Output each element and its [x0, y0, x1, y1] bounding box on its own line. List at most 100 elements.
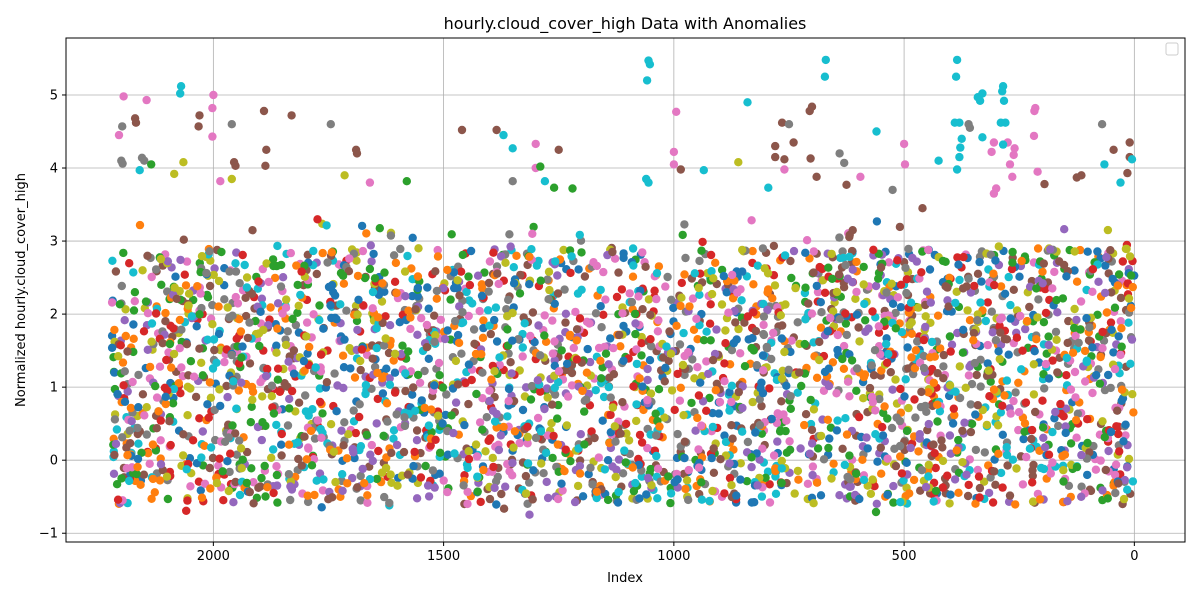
scatter-point [248, 395, 257, 404]
scatter-point [494, 445, 504, 455]
scatter-point [975, 257, 984, 267]
scatter-point [272, 261, 281, 271]
scatter-point [767, 414, 776, 424]
scatter-point [975, 493, 984, 502]
scatter-point [643, 375, 652, 385]
scatter-point [1011, 388, 1020, 397]
scatter-point [959, 325, 968, 334]
y-tick-label: −1 [39, 527, 58, 542]
anomaly-point [835, 149, 844, 158]
chart-title: hourly.cloud_cover_high Data with Anomal… [444, 14, 807, 34]
scatter-point [306, 426, 316, 436]
anomaly-point [114, 130, 124, 140]
scatter-point [261, 371, 271, 381]
scatter-point [1106, 427, 1116, 437]
scatter-point [1044, 450, 1054, 459]
scatter-point [358, 464, 367, 474]
scatter-point [630, 309, 640, 319]
scatter-point [126, 439, 135, 448]
anomaly-point [989, 138, 999, 147]
scatter-point [628, 244, 638, 253]
anomaly-point [644, 178, 653, 187]
scatter-point [336, 300, 345, 309]
scatter-point [1071, 416, 1081, 425]
scatter-point [259, 325, 268, 335]
scatter-point [889, 481, 898, 491]
scatter-point [839, 364, 849, 373]
scatter-point [591, 386, 600, 395]
scatter-point [304, 444, 313, 453]
scatter-point [170, 283, 179, 292]
scatter-point [917, 466, 927, 475]
scatter-point [332, 315, 341, 324]
scatter-point [553, 494, 563, 504]
scatter-point [740, 318, 749, 327]
scatter-point [505, 230, 514, 239]
scatter-point [171, 272, 180, 281]
scatter-point [1002, 443, 1011, 452]
scatter-point [695, 256, 704, 266]
scatter-point [311, 363, 320, 372]
scatter-point [780, 251, 790, 260]
scatter-point [675, 396, 685, 405]
scatter-point [356, 356, 365, 366]
scatter-point [1006, 314, 1015, 323]
scatter-point [294, 454, 303, 464]
scatter-point [1106, 383, 1115, 393]
scatter-point [725, 388, 734, 397]
scatter-point [240, 260, 249, 270]
scatter-point [424, 421, 434, 430]
scatter-point [729, 338, 738, 348]
scatter-point [269, 488, 278, 498]
scatter-point [372, 343, 381, 353]
scatter-point [430, 337, 439, 346]
scatter-point [1102, 253, 1111, 262]
scatter-point [1004, 350, 1013, 359]
scatter-point [356, 471, 365, 481]
scatter-point [1117, 324, 1126, 333]
scatter-point [257, 435, 266, 445]
scatter-point [895, 222, 905, 232]
scatter-point [458, 250, 467, 260]
scatter-point [1106, 246, 1115, 255]
scatter-point [315, 397, 325, 407]
scatter-point [990, 280, 999, 290]
scatter-point [725, 473, 735, 483]
scatter-point [1098, 344, 1107, 353]
scatter-point [161, 392, 170, 401]
scatter-point [243, 333, 253, 343]
scatter-point [300, 432, 309, 441]
scatter-point [454, 338, 464, 348]
scatter-point [1119, 437, 1128, 446]
scatter-point [675, 340, 685, 349]
anomaly-point [499, 130, 508, 140]
scatter-point [809, 247, 818, 256]
anomaly-point [1077, 171, 1086, 180]
scatter-point [962, 470, 971, 479]
scatter-point [991, 480, 1000, 489]
scatter-point [982, 420, 992, 430]
scatter-point [422, 320, 432, 330]
scatter-point [728, 434, 737, 443]
scatter-point [182, 257, 192, 266]
scatter-point [755, 455, 764, 464]
scatter-point [215, 385, 224, 394]
scatter-point [1070, 367, 1080, 377]
scatter-point [994, 242, 1003, 251]
scatter-point [719, 271, 728, 281]
scatter-point [800, 339, 809, 349]
scatter-point [747, 498, 756, 507]
scatter-point [596, 356, 605, 365]
scatter-point [751, 428, 760, 437]
scatter-point [441, 410, 450, 420]
scatter-point [665, 327, 674, 336]
scatter-point [232, 404, 241, 413]
scatter-point [793, 318, 802, 327]
scatter-point [179, 235, 188, 244]
scatter-point [465, 280, 475, 290]
scatter-point [1014, 378, 1023, 387]
scatter-point [1038, 279, 1047, 288]
scatter-point [973, 269, 983, 278]
scatter-point [155, 476, 165, 485]
scatter-point [483, 306, 493, 315]
